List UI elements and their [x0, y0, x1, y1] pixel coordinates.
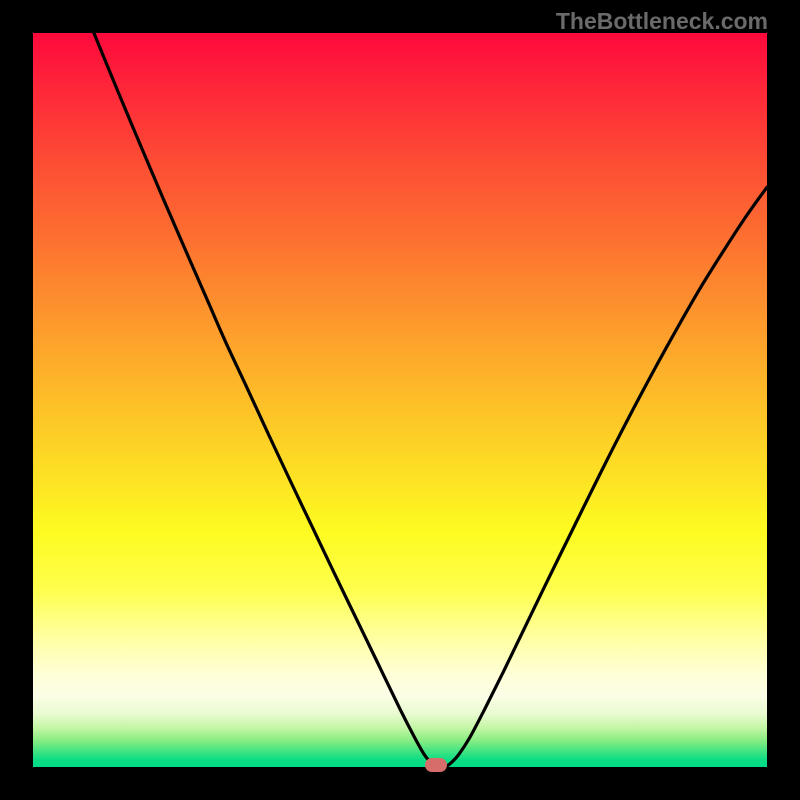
- chart-container: TheBottleneck.com: [0, 0, 800, 800]
- plot-area: [33, 33, 767, 767]
- minimum-marker: [425, 758, 447, 772]
- bottleneck-curve: [33, 33, 767, 767]
- watermark-label: TheBottleneck.com: [556, 8, 768, 34]
- watermark-text: TheBottleneck.com: [556, 8, 768, 35]
